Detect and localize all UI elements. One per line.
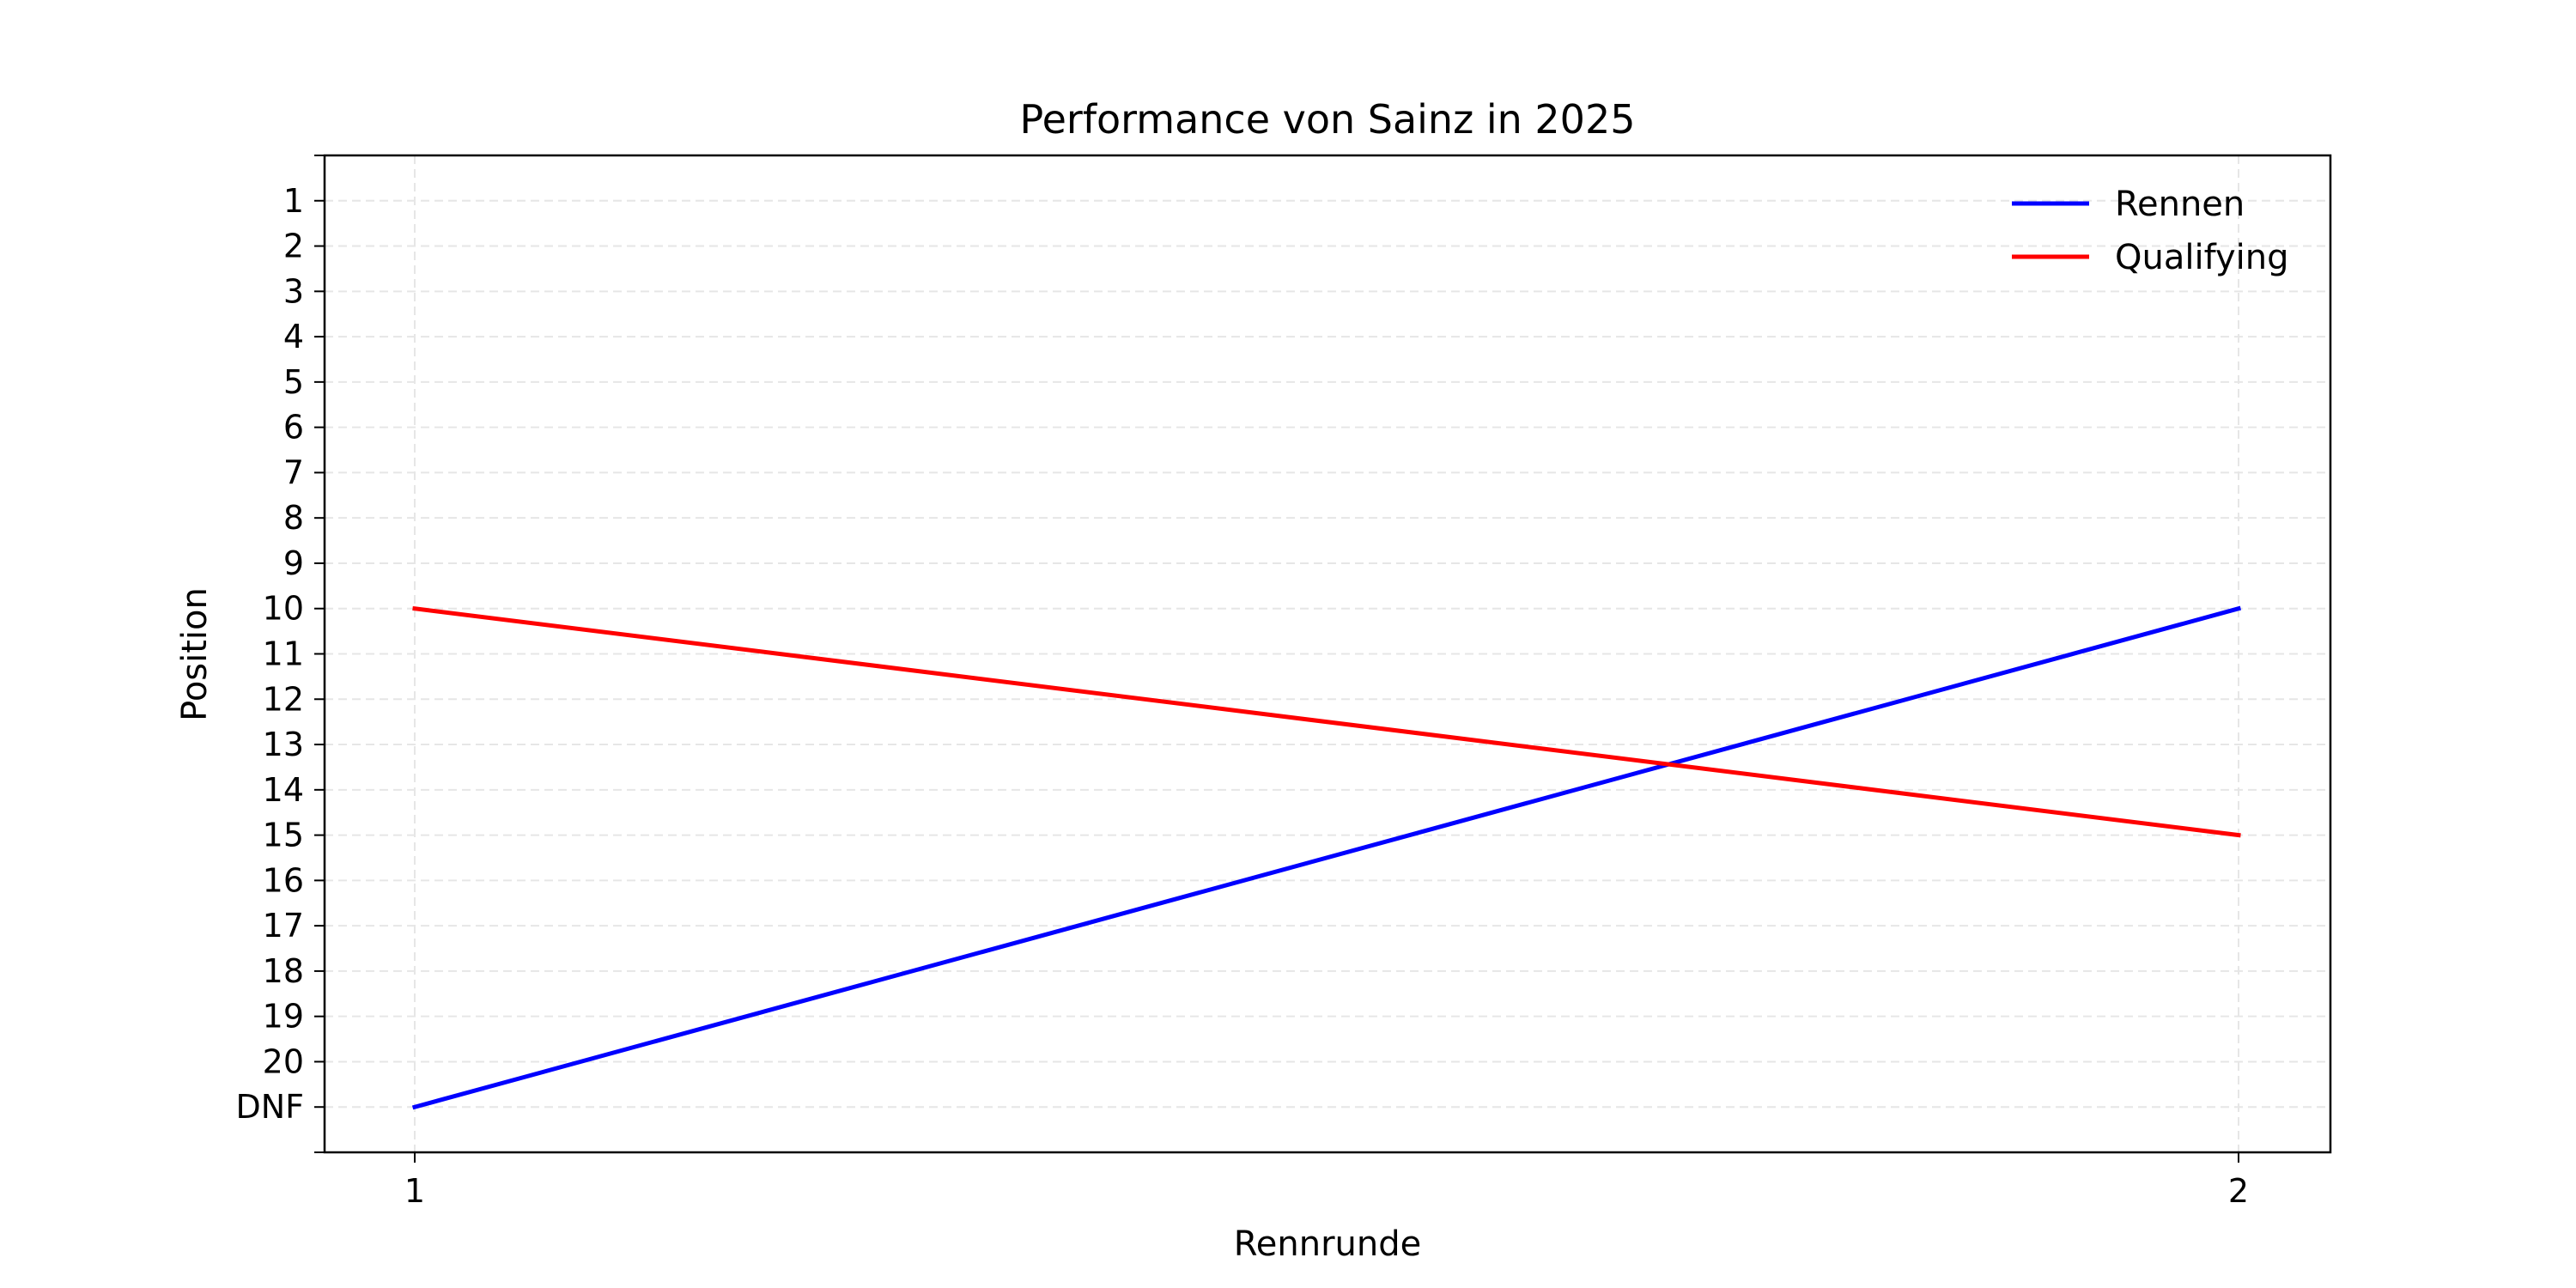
y-tick-label: DNF <box>235 1088 304 1126</box>
y-tick-label: 7 <box>283 453 304 491</box>
y-tick-label: 3 <box>283 272 304 310</box>
y-tick-label: 6 <box>283 409 304 447</box>
y-axis-label: Position <box>175 587 215 721</box>
y-tick-label: 10 <box>263 590 304 628</box>
y-tick-label: 11 <box>263 635 304 673</box>
series-line-qualifying <box>412 605 2241 838</box>
y-tick-label: 1 <box>283 182 304 220</box>
legend-label-rennen: Rennen <box>2115 185 2245 224</box>
y-tick-label: 14 <box>263 771 304 809</box>
y-tick-label: 19 <box>263 998 304 1036</box>
legend: Rennen Qualifying <box>2012 185 2288 277</box>
y-tick-label: 16 <box>263 861 304 899</box>
y-tick-label: 9 <box>283 544 304 582</box>
y-tick-label: 13 <box>263 726 304 763</box>
y-tick-label: 8 <box>283 499 304 537</box>
y-tick-label: 4 <box>283 318 304 355</box>
x-axis-label: Rennrunde <box>1234 1224 1421 1264</box>
y-tick-label: 5 <box>283 363 304 401</box>
y-tick-label: 15 <box>263 817 304 854</box>
y-tick-label: 17 <box>263 907 304 945</box>
x-tick-label: 2 <box>2228 1172 2249 1210</box>
y-tick-label: 18 <box>263 952 304 990</box>
series-group <box>411 605 2242 1110</box>
y-tick-label: 2 <box>283 228 304 265</box>
x-tick-label: 1 <box>404 1172 425 1210</box>
grid <box>325 155 2330 1152</box>
y-tick-label: 12 <box>263 680 304 718</box>
chart-title: Performance von Sainz in 2025 <box>1020 96 1636 143</box>
series-line-rennen <box>411 605 2242 1110</box>
legend-label-qualifying: Qualifying <box>2115 238 2288 277</box>
y-tick-label: 20 <box>263 1042 304 1080</box>
